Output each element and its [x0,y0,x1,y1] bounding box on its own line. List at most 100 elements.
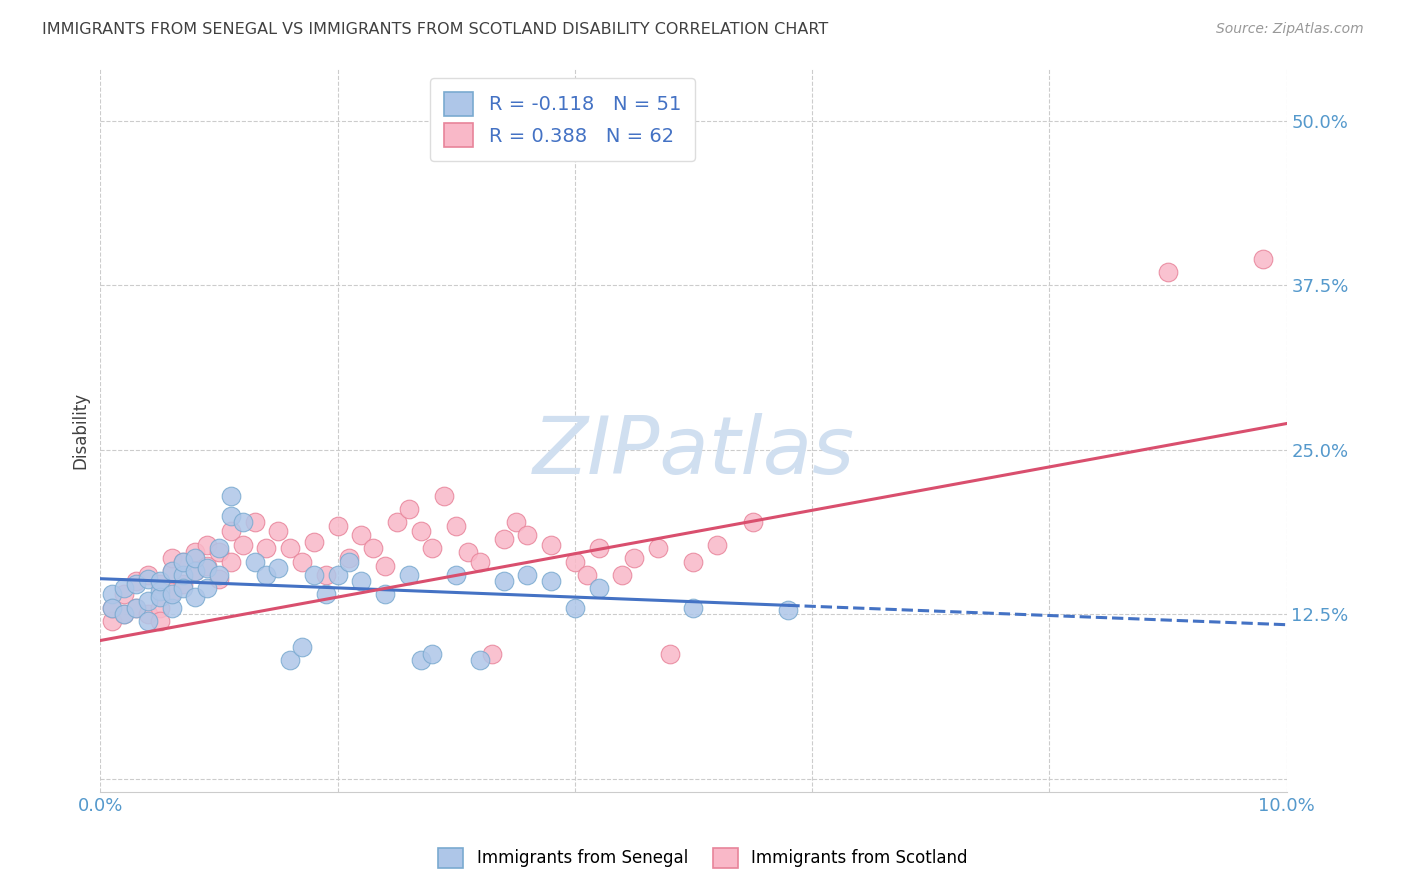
Point [149,583,172,598]
Point [101,614,124,628]
Point [267,561,290,575]
Point [682,555,704,569]
Point [326,519,349,533]
Point [125,600,148,615]
Point [326,567,349,582]
Point [778,603,800,617]
Point [184,564,207,578]
Point [682,600,704,615]
Point [481,647,503,661]
Point [101,600,124,615]
Legend: Immigrants from Senegal, Immigrants from Scotland: Immigrants from Senegal, Immigrants from… [432,841,974,875]
Point [195,537,218,551]
Legend: R = -0.118   N = 51, R = 0.388   N = 62: R = -0.118 N = 51, R = 0.388 N = 62 [430,78,695,161]
Point [457,545,479,559]
Point [208,541,231,556]
Point [172,555,194,569]
Point [149,590,172,604]
Point [291,555,314,569]
Point [658,647,681,661]
Point [398,567,420,582]
Point [468,555,491,569]
Point [339,555,361,569]
Point [172,577,194,591]
Point [564,600,586,615]
Point [1157,265,1180,279]
Point [564,555,586,569]
Point [125,577,148,591]
Point [125,600,148,615]
Point [195,561,218,575]
Point [160,564,183,578]
Point [588,581,610,595]
Point [101,587,124,601]
Point [278,541,301,556]
Point [492,574,515,589]
Point [575,567,598,582]
Point [267,524,290,539]
Point [492,533,515,547]
Point [112,581,135,595]
Point [612,567,634,582]
Point [184,564,207,578]
Point [254,567,277,582]
Point [195,558,218,573]
Point [112,607,135,622]
Point [149,577,172,591]
Text: IMMIGRANTS FROM SENEGAL VS IMMIGRANTS FROM SCOTLAND DISABILITY CORRELATION CHART: IMMIGRANTS FROM SENEGAL VS IMMIGRANTS FR… [42,22,828,37]
Point [361,541,384,556]
Point [136,567,159,582]
Point [350,528,373,542]
Point [160,584,183,599]
Point [219,555,242,569]
Point [184,550,207,565]
Point [232,515,254,529]
Point [112,607,135,622]
Y-axis label: Disability: Disability [72,392,89,468]
Point [422,647,444,661]
Point [149,614,172,628]
Point [149,574,172,589]
Point [374,587,396,601]
Point [219,524,242,539]
Point [398,502,420,516]
Point [219,508,242,523]
Point [422,541,444,556]
Point [136,594,159,608]
Point [136,607,159,622]
Point [302,534,325,549]
Point [184,590,207,604]
Point [1251,252,1274,267]
Point [219,489,242,503]
Point [184,545,207,559]
Point [112,587,135,601]
Point [540,537,562,551]
Point [647,541,669,556]
Point [516,567,538,582]
Point [254,541,277,556]
Point [160,600,183,615]
Point [302,567,325,582]
Point [339,550,361,565]
Point [350,574,373,589]
Point [232,537,254,551]
Point [136,572,159,586]
Point [208,567,231,582]
Point [433,489,456,503]
Point [101,600,124,615]
Point [444,519,467,533]
Point [315,567,337,582]
Point [195,581,218,595]
Point [243,515,266,529]
Point [468,653,491,667]
Point [291,640,314,654]
Point [516,528,538,542]
Point [374,558,396,573]
Point [540,574,562,589]
Point [160,564,183,578]
Text: ZIPatlas: ZIPatlas [533,413,855,491]
Point [278,653,301,667]
Point [208,545,231,559]
Point [409,653,432,667]
Point [444,567,467,582]
